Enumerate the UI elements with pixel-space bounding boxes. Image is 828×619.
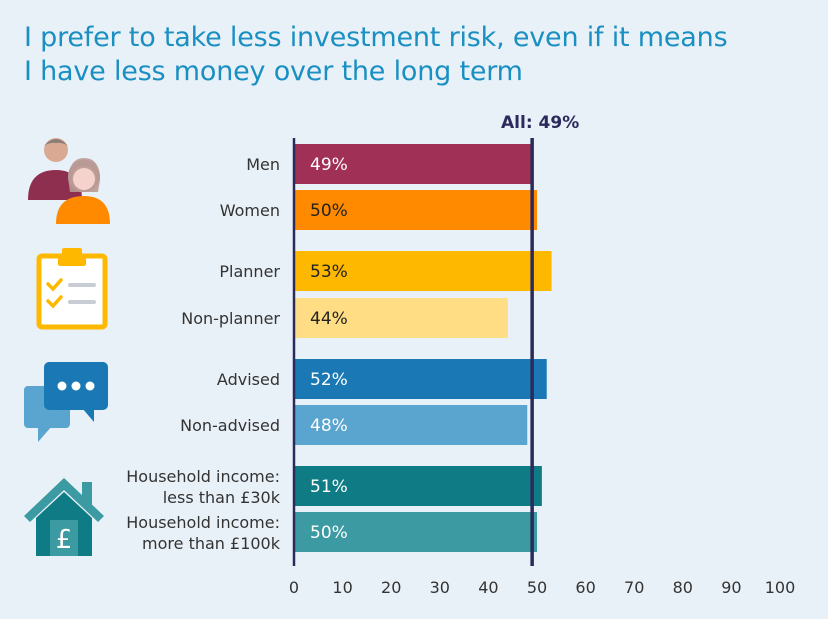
category-label: Women [220,201,280,220]
x-tick-label: 80 [673,578,693,597]
x-tick-label: 60 [575,578,595,597]
bar [294,512,537,552]
chart-title-line-1: I prefer to take less investment risk, e… [24,22,728,53]
bar [294,251,552,291]
category-label: Non-planner [181,309,280,328]
x-tick-label: 10 [332,578,352,597]
bar-value-label: 51% [310,477,348,497]
category-label: Non-advised [180,416,280,435]
bar-value-label: 44% [310,309,348,329]
bar [294,359,547,399]
reference-line-label: All: 49% [501,113,579,133]
bar-value-label: 49% [310,155,348,175]
bar [294,298,508,338]
x-tick-label: 90 [721,578,741,597]
clipboard-checklist-icon [36,248,108,330]
x-tick-label: 0 [289,578,299,597]
x-tick-label: 20 [381,578,401,597]
x-tick-label: 30 [430,578,450,597]
people-icon [28,138,110,224]
bar [294,405,528,445]
bar-value-label: 48% [310,416,348,436]
bar [294,144,533,184]
house-pound-icon: £ [24,478,104,556]
x-tick-label: 100 [765,578,796,597]
bar-value-label: 50% [310,201,348,221]
category-label: Household income: [126,513,280,532]
category-label: more than £100k [142,534,281,553]
category-label: Planner [219,262,280,281]
speech-bubbles-icon [24,362,108,442]
bar [294,190,537,230]
category-label: less than £30k [163,488,281,507]
svg-text:£: £ [56,525,73,555]
category-label: Advised [217,370,280,389]
bar-value-label: 50% [310,523,348,543]
x-tick-label: 50 [527,578,547,597]
category-label: Men [246,155,280,174]
bar-value-label: 52% [310,370,348,390]
x-tick-label: 40 [478,578,498,597]
bar [294,466,542,506]
bar-value-label: 53% [310,262,348,282]
chart-title: I prefer to take less investment risk, e… [24,21,728,89]
x-tick-label: 70 [624,578,644,597]
chart-title-line-2: I have less money over the long term [24,56,523,87]
category-label: Household income: [126,467,280,486]
